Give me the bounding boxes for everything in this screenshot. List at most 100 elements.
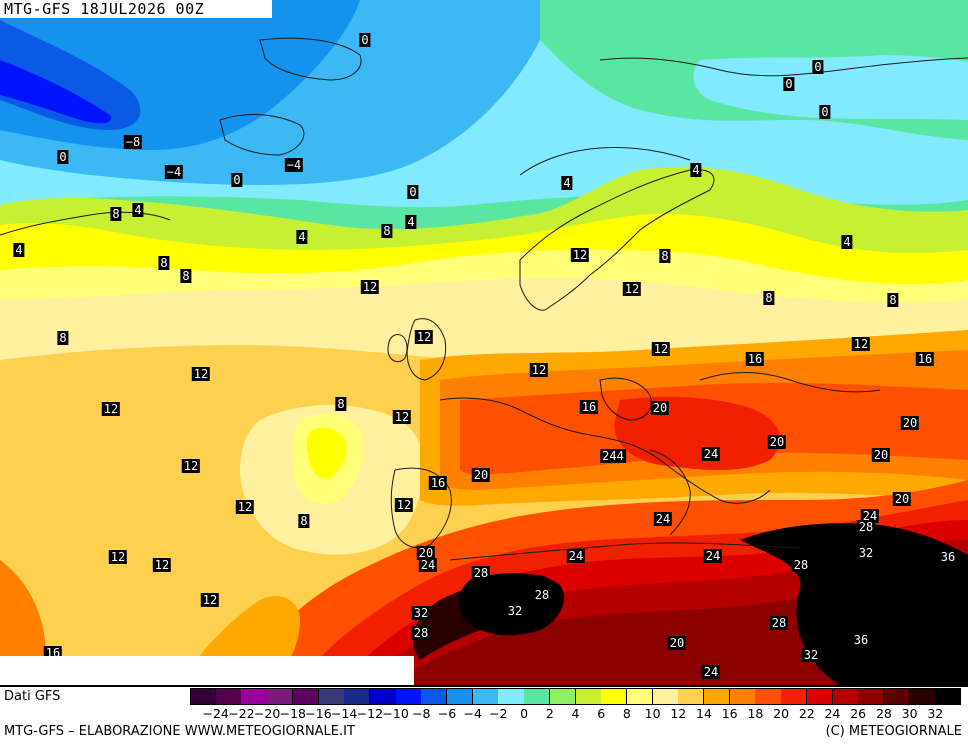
contour-label: 4: [13, 243, 25, 257]
color-swatch: [601, 688, 628, 705]
contour-label: −4: [164, 165, 184, 179]
contour-label: 0: [783, 77, 795, 91]
contour-label: 12: [108, 550, 128, 564]
color-scale-tick: 4: [571, 706, 580, 721]
color-swatch: [652, 688, 679, 705]
blank-overlay: [0, 656, 414, 685]
color-scale-tick: 26: [850, 706, 867, 721]
contour-label: 0: [812, 60, 824, 74]
contour-label: −8: [123, 135, 143, 149]
contour-label: 12: [651, 342, 671, 356]
contour-label: 28: [769, 616, 789, 630]
color-swatch: [626, 688, 654, 705]
color-swatch: [832, 688, 859, 705]
color-swatch: [909, 688, 936, 705]
contour-label: 8: [887, 293, 899, 307]
color-swatch: [935, 688, 962, 705]
contour-label: 20: [871, 448, 891, 462]
contour-label: 36: [938, 550, 958, 564]
contour-label: 20: [667, 636, 687, 650]
contour-label: 16: [428, 476, 448, 490]
color-scale-tick: 8: [622, 706, 631, 721]
color-scale-tick: 22: [798, 706, 815, 721]
contour-label: 20: [767, 435, 787, 449]
contour-label: 8: [158, 256, 170, 270]
contour-label: 8: [298, 514, 310, 528]
contour-label: 24: [653, 512, 673, 526]
color-scale-tick: −10: [382, 706, 409, 721]
color-scale-tick: −22: [228, 706, 255, 721]
color-scale-tick: 28: [875, 706, 892, 721]
color-scale-tick: 30: [901, 706, 918, 721]
contour-label: 4: [841, 235, 853, 249]
contour-label: 4: [561, 176, 573, 190]
color-swatch: [704, 688, 731, 705]
contour-label: 32: [505, 604, 525, 618]
contour-label: 4: [405, 215, 417, 229]
contour-label: 244: [600, 449, 626, 463]
color-scale-tick: 10: [644, 706, 661, 721]
contour-label: 8: [180, 269, 192, 283]
color-swatch: [806, 688, 833, 705]
color-swatch: [421, 688, 448, 705]
contour-label: 12: [101, 402, 121, 416]
contour-label: 20: [471, 468, 491, 482]
color-swatch: [472, 688, 499, 705]
color-scale-tick: −2: [489, 706, 508, 721]
contour-label: 28: [532, 588, 552, 602]
contour-label: 24: [860, 509, 880, 523]
map-title: MTG-GFS 18JUL2026 00Z: [4, 0, 205, 18]
color-scale-tick: 32: [927, 706, 944, 721]
contour-label: 28: [411, 626, 431, 640]
contour-label: 32: [856, 546, 876, 560]
contour-label: 32: [801, 648, 821, 662]
temperature-map: 0 −8 0 −4 0 −4 0 4 4 0 0 0 8 4 4 4 8 4 8 8 12 8 4 12 12 8 8 8 12 12 12…: [0, 0, 968, 685]
title-box: MTG-GFS 18JUL2026 00Z: [0, 0, 272, 18]
color-scale-tick: −16: [305, 706, 332, 721]
contour-label: −4: [284, 158, 304, 172]
contour-label: 0: [359, 33, 371, 47]
contour-label: 12: [851, 337, 871, 351]
contour-label: 12: [191, 367, 211, 381]
color-scale-tick: −18: [279, 706, 306, 721]
color-swatch: [729, 688, 756, 705]
contour-label: 12: [200, 593, 220, 607]
contour-label: 12: [181, 459, 201, 473]
contour-label: 4: [132, 203, 144, 217]
contour-label: 12: [360, 280, 380, 294]
color-swatch: [344, 688, 371, 705]
color-swatch: [858, 688, 885, 705]
contour-label: 36: [851, 633, 871, 647]
contour-label: 16: [745, 352, 765, 366]
contour-label: 16: [579, 400, 599, 414]
contour-label: 12: [152, 558, 172, 572]
color-scale-tick: −14: [330, 706, 358, 721]
footer-credit: MTG-GFS – ELABORAZIONE WWW.METEOGIORNALE…: [4, 724, 355, 739]
color-scale-tick: 6: [597, 706, 606, 721]
contour-label: 0: [819, 105, 831, 119]
contour-label: 12: [392, 410, 412, 424]
contour-label: 12: [529, 363, 549, 377]
color-swatch: [498, 688, 525, 705]
color-swatch: [755, 688, 782, 705]
color-swatch: [781, 688, 808, 705]
color-scale-tick: 0: [520, 706, 529, 721]
color-scale-tick: −20: [253, 706, 281, 721]
color-scale-tick: 12: [670, 706, 687, 721]
contour-label: 0: [407, 185, 419, 199]
contour-label: 8: [110, 207, 122, 221]
color-swatch: [678, 688, 705, 705]
contour-label: 24: [418, 558, 438, 572]
contour-label: 16: [915, 352, 935, 366]
contour-label: 20: [416, 546, 436, 560]
color-swatch: [215, 688, 242, 705]
source-label: Dati GFS: [4, 689, 61, 704]
temperature-field: [0, 0, 968, 685]
color-swatch: [190, 688, 217, 705]
contour-label: 28: [471, 566, 491, 580]
contour-label: 28: [791, 558, 811, 572]
contour-label: 12: [235, 500, 255, 514]
contour-label: 8: [381, 224, 393, 238]
color-swatch: [369, 688, 397, 705]
contour-label: 20: [892, 492, 912, 506]
